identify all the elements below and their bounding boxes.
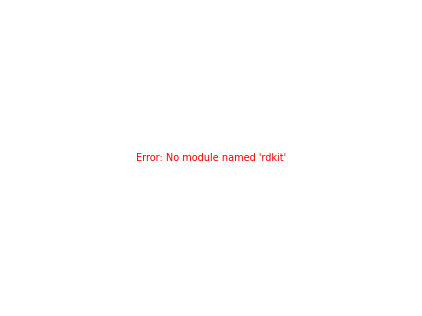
Text: Error: No module named 'rdkit': Error: No module named 'rdkit' [136, 153, 286, 163]
